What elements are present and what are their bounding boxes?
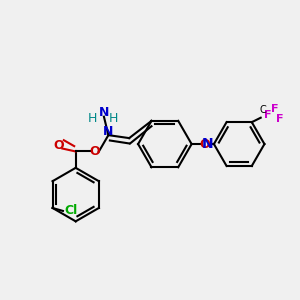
Text: F: F xyxy=(264,110,272,120)
Text: F: F xyxy=(271,104,279,114)
Text: O: O xyxy=(200,138,210,151)
Text: N: N xyxy=(202,137,214,151)
Text: F: F xyxy=(276,114,283,124)
Text: H: H xyxy=(109,112,119,125)
Text: N: N xyxy=(99,106,109,119)
Text: Cl: Cl xyxy=(64,204,78,218)
Text: N: N xyxy=(103,125,114,138)
Text: C: C xyxy=(260,105,266,115)
Text: H: H xyxy=(87,112,97,125)
Text: O: O xyxy=(90,145,100,158)
Text: O: O xyxy=(53,139,64,152)
